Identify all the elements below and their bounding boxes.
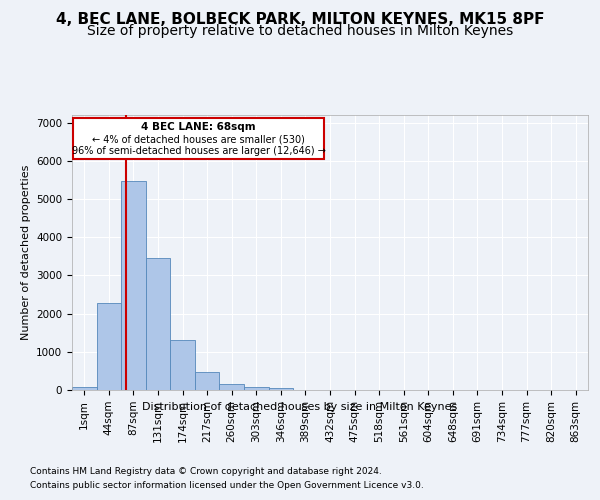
- FancyBboxPatch shape: [73, 118, 324, 159]
- Text: Size of property relative to detached houses in Milton Keynes: Size of property relative to detached ho…: [87, 24, 513, 38]
- Bar: [72, 387, 97, 390]
- Text: Contains HM Land Registry data © Crown copyright and database right 2024.: Contains HM Land Registry data © Crown c…: [30, 467, 382, 476]
- Bar: [146, 258, 170, 390]
- Text: Distribution of detached houses by size in Milton Keynes: Distribution of detached houses by size …: [142, 402, 458, 412]
- Bar: [97, 303, 121, 390]
- Text: Contains public sector information licensed under the Open Government Licence v3: Contains public sector information licen…: [30, 481, 424, 490]
- Bar: [269, 388, 293, 390]
- Text: 4 BEC LANE: 68sqm: 4 BEC LANE: 68sqm: [141, 122, 256, 132]
- Text: 96% of semi-detached houses are larger (12,646) →: 96% of semi-detached houses are larger (…: [71, 146, 325, 156]
- Text: 4, BEC LANE, BOLBECK PARK, MILTON KEYNES, MK15 8PF: 4, BEC LANE, BOLBECK PARK, MILTON KEYNES…: [56, 12, 544, 28]
- Bar: [220, 384, 244, 390]
- Text: ← 4% of detached houses are smaller (530): ← 4% of detached houses are smaller (530…: [92, 134, 305, 144]
- Y-axis label: Number of detached properties: Number of detached properties: [20, 165, 31, 340]
- Bar: [244, 387, 269, 390]
- Bar: [195, 372, 220, 390]
- Bar: [170, 340, 195, 390]
- Bar: [121, 181, 146, 390]
